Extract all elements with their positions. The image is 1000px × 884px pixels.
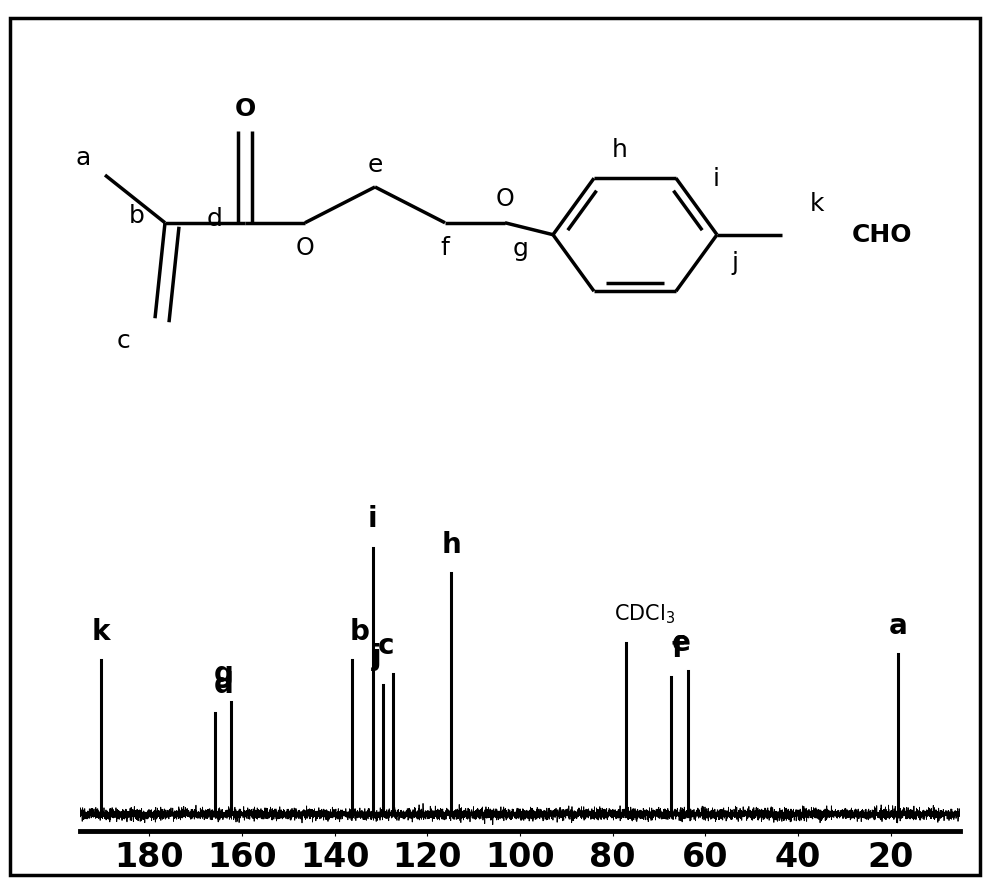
Text: CHO: CHO — [852, 223, 912, 247]
Text: g: g — [214, 659, 234, 688]
Text: f: f — [671, 635, 684, 663]
Text: h: h — [612, 139, 628, 163]
Text: b: b — [129, 204, 145, 228]
Text: a: a — [889, 612, 908, 640]
Text: e: e — [367, 153, 383, 177]
Text: O: O — [296, 236, 314, 260]
Text: CDCl$_3$: CDCl$_3$ — [614, 603, 675, 626]
Text: d: d — [214, 671, 234, 699]
Text: k: k — [810, 193, 824, 217]
Text: b: b — [349, 618, 369, 645]
Text: j: j — [372, 643, 381, 671]
Text: k: k — [92, 618, 110, 645]
Text: i: i — [713, 166, 720, 191]
Text: f: f — [441, 236, 449, 260]
Text: O: O — [234, 97, 256, 121]
Text: d: d — [207, 207, 223, 231]
Text: g: g — [513, 237, 529, 261]
Text: c: c — [116, 329, 130, 353]
Text: O: O — [496, 187, 514, 211]
Text: c: c — [377, 632, 394, 659]
Text: h: h — [442, 530, 461, 559]
Text: a: a — [75, 146, 91, 170]
Text: i: i — [368, 506, 378, 533]
Text: j: j — [732, 250, 738, 275]
Text: e: e — [671, 629, 690, 657]
